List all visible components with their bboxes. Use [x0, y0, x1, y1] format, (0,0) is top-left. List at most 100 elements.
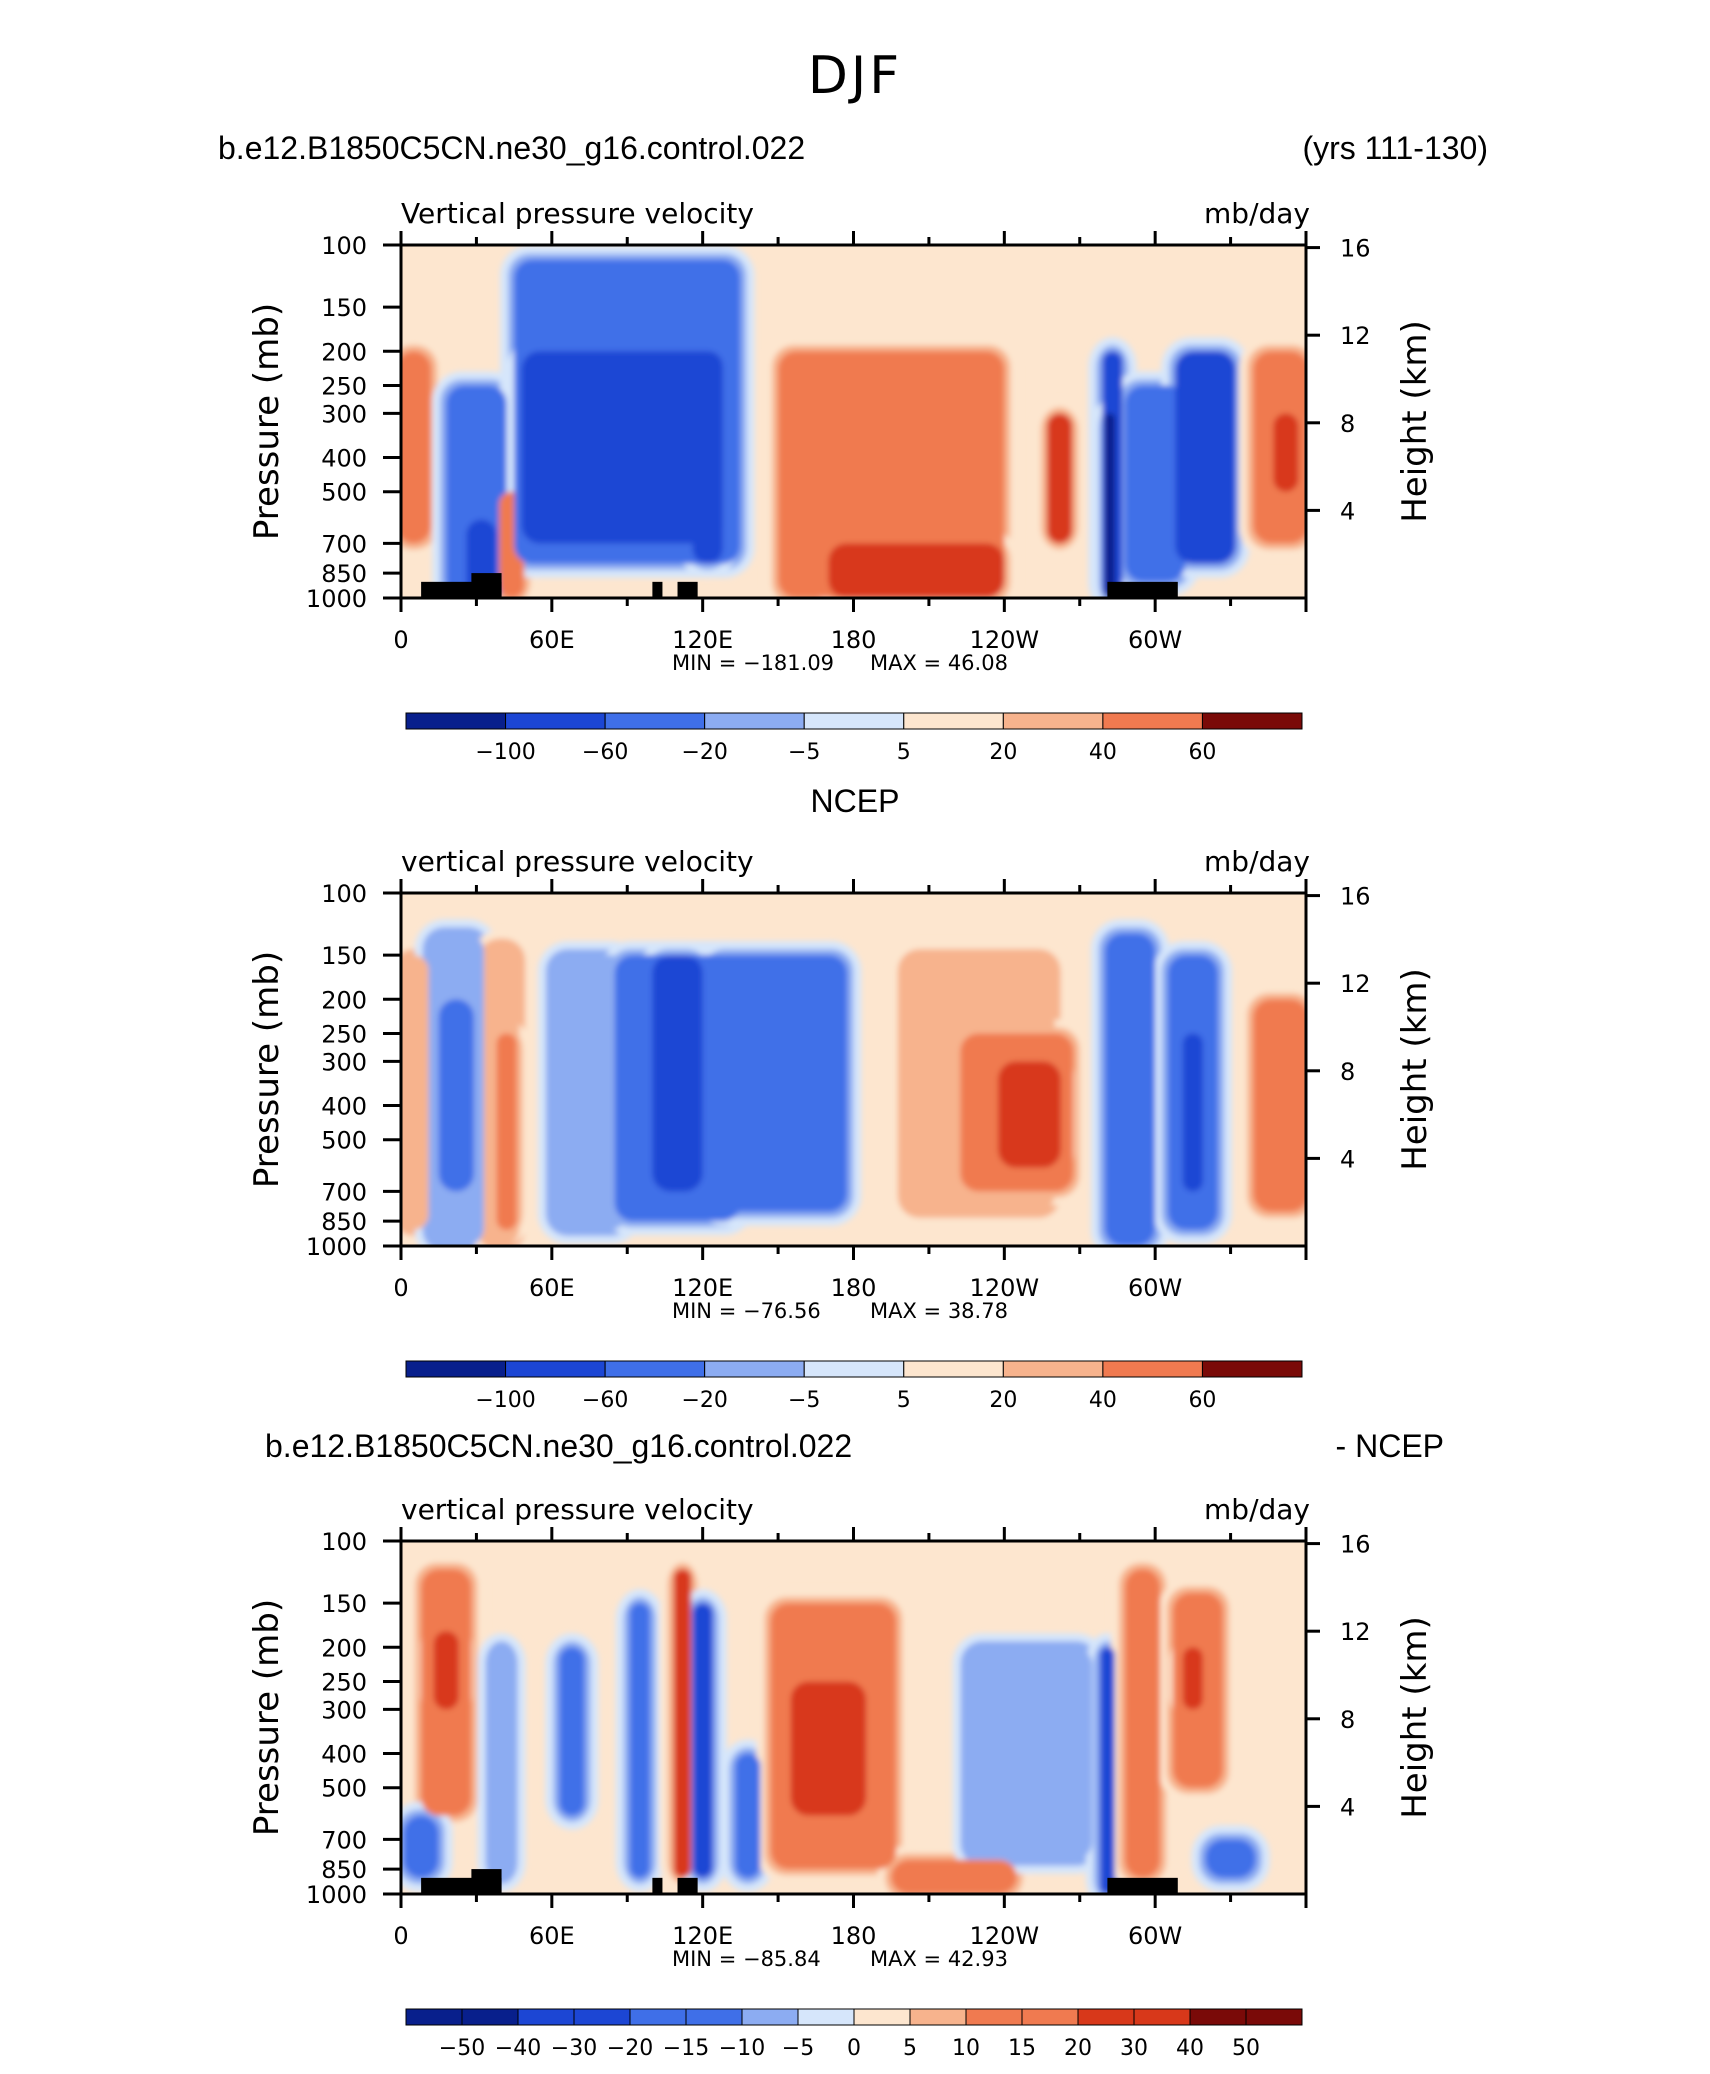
colorbar-box: [604, 1360, 706, 1378]
x-tick-label: 60W: [1128, 1274, 1182, 1302]
colorbar-box: [505, 1360, 606, 1378]
colorbar-label: 5: [897, 1388, 911, 1408]
y-tick-label: 150: [321, 1590, 367, 1618]
y2-tick-label: 16: [1340, 1531, 1371, 1559]
y-tick-label: 150: [321, 942, 367, 970]
diff-suffix-label: - NCEP: [1335, 1428, 1444, 1464]
colorbar-box: [1077, 2008, 1135, 2026]
colorbar-box: [573, 2008, 631, 2026]
y-tick-label: 300: [321, 1696, 367, 1724]
contour-core: [692, 351, 723, 564]
contour-core: [1253, 999, 1306, 1212]
units-label: mb/day: [1204, 197, 1310, 230]
x-tick-label: 0: [393, 626, 408, 654]
colorbar-box: [517, 2008, 575, 2026]
min-label: MIN = −181.09: [672, 651, 834, 675]
x-tick-label: 120E: [672, 1922, 733, 1950]
colorbar-label: −20: [607, 2036, 653, 2056]
contour-core: [735, 1753, 761, 1878]
land-mask: [677, 1877, 698, 1894]
obs-panel-title: NCEP: [810, 783, 900, 819]
y2-tick-label: 16: [1340, 235, 1371, 263]
y-tick-label: 100: [321, 232, 367, 260]
y-tick-label: 250: [321, 372, 367, 400]
colorbar-label: 40: [1176, 2036, 1204, 2056]
contour-fields: [401, 1554, 1270, 1894]
y2-tick-label: 4: [1340, 1145, 1355, 1173]
y-tick-label: 500: [321, 1127, 367, 1155]
colorbar-label: −60: [582, 740, 628, 760]
contour-core: [433, 1631, 459, 1710]
contour-fields: [401, 919, 1306, 1246]
contour-core: [559, 1647, 585, 1816]
contour-core: [1104, 413, 1115, 598]
colorbar-box: [797, 2008, 855, 2026]
colorbar-label: 5: [903, 2036, 917, 2056]
colorbar-label: 60: [1188, 740, 1216, 760]
colorbar-box: [405, 712, 507, 730]
y-tick-label: 850: [321, 560, 367, 588]
x-tick-label: 180: [831, 1274, 877, 1302]
x-tick-label: 120E: [672, 1274, 733, 1302]
y2-tick-label: 12: [1340, 322, 1371, 350]
plot-title: vertical pressure velocity: [401, 1493, 754, 1526]
contour-core: [998, 1061, 1061, 1168]
colorbar-box: [1201, 712, 1303, 730]
y-tick-label: 850: [321, 1208, 367, 1236]
x-tick-label: 0: [393, 1274, 408, 1302]
colorbar-box: [803, 712, 905, 730]
land-mask: [677, 581, 698, 598]
contour-core: [1125, 385, 1186, 582]
y-tick-label: 250: [321, 1020, 367, 1048]
colorbar-box: [604, 712, 706, 730]
x-tick-label: 60E: [529, 626, 575, 654]
x-tick-label: 120W: [970, 1922, 1040, 1950]
plot-title: vertical pressure velocity: [401, 845, 754, 878]
y-tick-label: 200: [321, 986, 367, 1014]
plot-area: [401, 893, 1306, 1246]
case-name-label: b.e12.B1850C5CN.ne30_g16.control.022: [218, 130, 806, 166]
contour-core: [673, 1568, 692, 1878]
y-tick-label: 700: [321, 1826, 367, 1854]
y-tick-label: 300: [321, 400, 367, 428]
contour-core: [966, 1647, 1093, 1860]
colorbar-label: 20: [989, 1388, 1017, 1408]
colorbar-box: [1021, 2008, 1079, 2026]
contour-core: [438, 999, 474, 1192]
y-tick-label: 850: [321, 1856, 367, 1884]
y2-tick-label: 16: [1340, 883, 1371, 911]
y-tick-label: 700: [321, 530, 367, 558]
y-tick-label: 200: [321, 1634, 367, 1662]
season-title: DJF: [807, 46, 903, 106]
colorbar-box: [1245, 2008, 1303, 2026]
diff-case-label: b.e12.B1850C5CN.ne30_g16.control.022: [265, 1428, 853, 1464]
y-tick-label: 1000: [306, 1233, 367, 1261]
contour-core: [1273, 413, 1299, 492]
land-mask: [652, 1877, 663, 1894]
colorbar-box: [461, 2008, 519, 2026]
contour-core: [657, 385, 683, 520]
contour-core: [496, 1033, 517, 1230]
land-mask: [652, 581, 663, 598]
contour-core: [401, 351, 432, 544]
colorbar-label: −5: [788, 740, 820, 760]
colorbar-label: 15: [1008, 2036, 1036, 2056]
colorbar-label: 20: [1064, 2036, 1092, 2056]
contour-core: [652, 955, 703, 1192]
land-mask: [1107, 581, 1178, 598]
y2-tick-label: 4: [1340, 1793, 1355, 1821]
x-tick-label: 0: [393, 1922, 408, 1950]
y-tick-label: 400: [321, 1093, 367, 1121]
colorbar-label: 20: [989, 740, 1017, 760]
x-tick-label: 60E: [529, 1922, 575, 1950]
colorbar-box: [1002, 712, 1104, 730]
x-tick-label: 120W: [970, 626, 1040, 654]
y2-axis-label: Height (km): [1395, 968, 1435, 1171]
x-tick-label: 60E: [529, 1274, 575, 1302]
min-label: MIN = −76.56: [672, 1299, 821, 1323]
contour-core: [1104, 933, 1156, 1246]
y-tick-label: 200: [321, 338, 367, 366]
y-tick-label: 500: [321, 1775, 367, 1803]
x-tick-label: 120W: [970, 1274, 1040, 1302]
contour-core: [629, 1603, 650, 1878]
